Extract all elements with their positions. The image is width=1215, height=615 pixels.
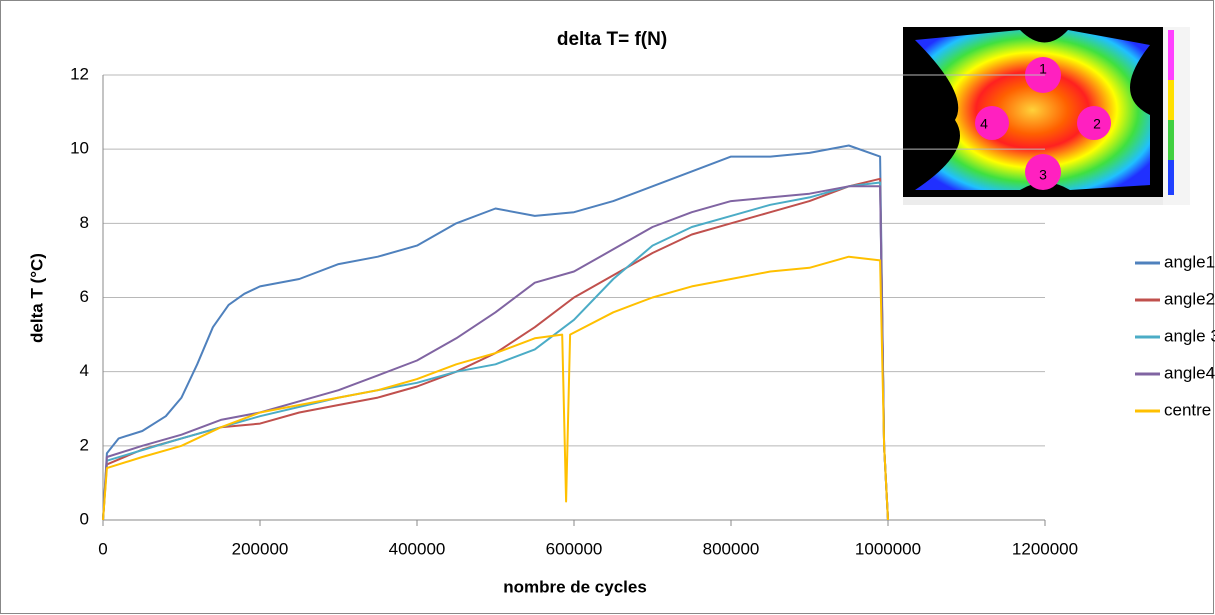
x-tick-label: 200000	[232, 539, 289, 558]
x-tick-label: 600000	[546, 539, 603, 558]
x-tick-label: 800000	[703, 539, 760, 558]
inset-label: 1	[1039, 61, 1047, 77]
x-tick-label: 1000000	[855, 539, 921, 558]
legend-label: centre	[1164, 400, 1211, 419]
inset-label: 2	[1093, 116, 1101, 132]
x-tick-label: 400000	[389, 539, 446, 558]
y-tick-label: 10	[70, 139, 89, 158]
y-tick-label: 0	[80, 509, 89, 528]
legend-label: angle2	[1164, 289, 1215, 308]
inset-label: 4	[980, 116, 988, 132]
y-axis-label: delta T (°C)	[27, 253, 46, 343]
chart-title: delta T= f(N)	[557, 29, 667, 50]
legend-label: angle 3	[1164, 326, 1215, 345]
x-tick-label: 1200000	[1012, 539, 1078, 558]
line	[102, 185, 889, 521]
inset-label: 3	[1039, 167, 1047, 183]
y-tick-label: 6	[80, 287, 89, 306]
x-tick-label: 0	[98, 539, 107, 558]
legend-label: angle4	[1164, 363, 1215, 382]
y-tick-label: 8	[80, 213, 89, 232]
y-tick-label: 4	[80, 361, 89, 380]
line	[102, 255, 889, 521]
x-axis-label: nombre de cycles	[503, 577, 647, 596]
y-tick-label: 2	[80, 435, 89, 454]
y-tick-label: 12	[70, 64, 89, 83]
thermal-image: 1 2 3 4	[903, 27, 1190, 205]
legend-label: angle1	[1164, 252, 1215, 271]
line	[102, 144, 889, 521]
